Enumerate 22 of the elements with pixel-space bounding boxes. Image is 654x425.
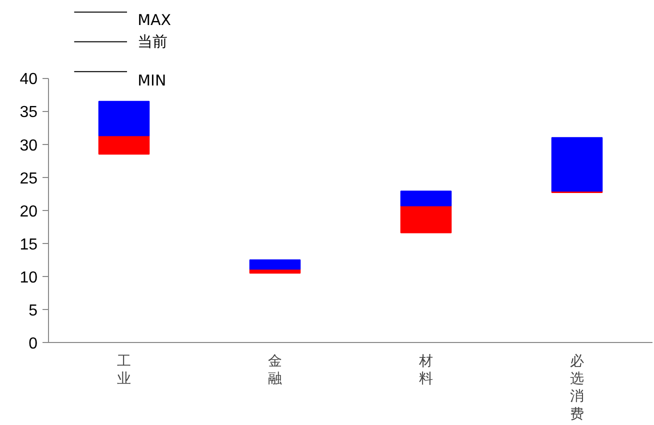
x-tick-label: 必选消费 <box>570 354 584 422</box>
y-tick-label: 10 <box>20 269 38 286</box>
x-tick-label: 材料 <box>418 354 433 388</box>
bar <box>98 135 150 155</box>
y-tick-label: 35 <box>20 104 38 122</box>
text: 当前 <box>138 32 168 51</box>
y-tick-label: 0 <box>28 336 38 352</box>
y-tick-label: 40 <box>20 71 38 88</box>
annotation: MIN <box>138 72 166 90</box>
bar <box>400 190 452 206</box>
bar <box>98 100 150 136</box>
x-tick-label: 金融 <box>268 354 282 388</box>
text: MAX <box>138 11 172 30</box>
y-tick-label: 5 <box>28 302 38 320</box>
y-tick-label: 30 <box>20 137 38 154</box>
y-tick-label: 20 <box>20 203 38 220</box>
y-tick-label: 15 <box>20 236 38 254</box>
bar <box>249 259 301 270</box>
bar <box>551 137 603 192</box>
bar <box>400 205 452 234</box>
y-tick-label: 25 <box>20 170 38 188</box>
x-tick-label: 工业 <box>117 354 131 388</box>
